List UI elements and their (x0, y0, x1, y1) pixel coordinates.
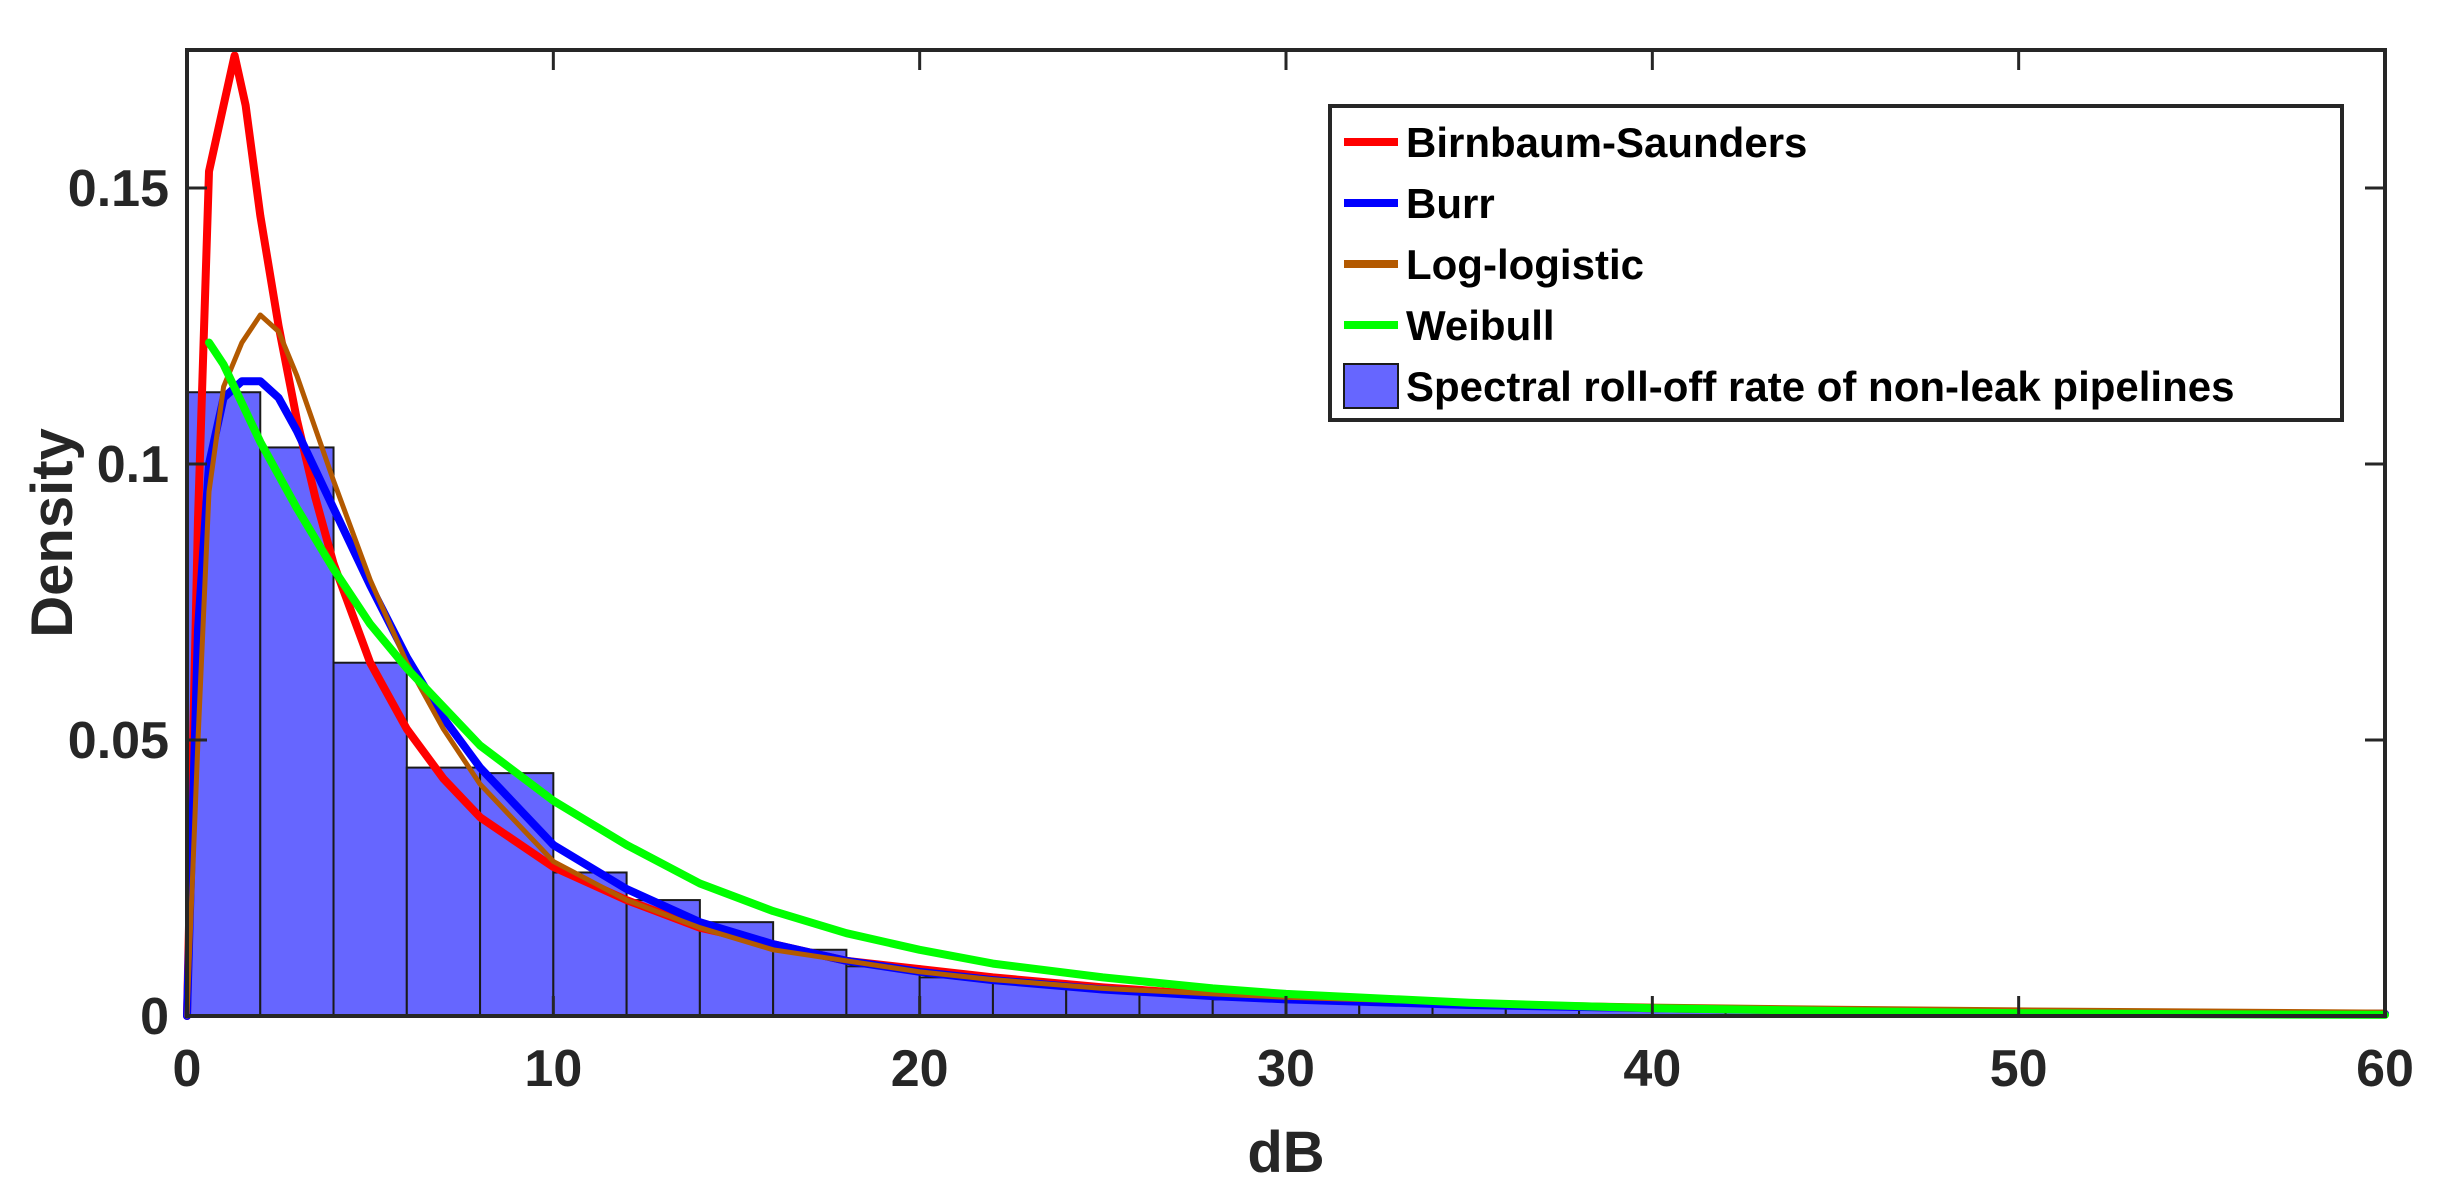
y-axis-title: Density (20, 428, 85, 638)
legend-label: Birnbaum-Saunders (1406, 119, 1807, 166)
legend-label: Burr (1406, 180, 1495, 227)
y-tick-label: 0.1 (97, 436, 169, 494)
legend-label: Log-logistic (1406, 241, 1644, 288)
histogram-bar (918, 976, 994, 1017)
y-tick-label: 0 (140, 988, 169, 1046)
x-tick-label: 10 (524, 1040, 582, 1098)
legend: Birnbaum-Saunders Burr Log-logistic Weibull… (1328, 104, 2344, 422)
legend-box (1328, 104, 2344, 422)
legend-swatch (1343, 363, 1399, 409)
x-tick-label: 20 (891, 1040, 949, 1098)
histogram-bars (186, 391, 2387, 1018)
axis-ticks: 0 10 20 30 40 50 60 0 0.05 0.1 0.15 (68, 50, 2414, 1098)
x-axis-title: dB (1247, 1120, 1324, 1185)
y-tick-label: 0.05 (68, 712, 169, 770)
x-tick-label: 50 (1990, 1040, 2048, 1098)
x-tick-label: 60 (2356, 1040, 2414, 1098)
histogram-bar (332, 661, 408, 1017)
x-tick-label: 0 (173, 1040, 202, 1098)
legend-label: Spectral roll-off rate of non-leak pipel… (1406, 363, 2234, 410)
legend-label: Weibull (1406, 302, 1555, 349)
y-tick-label: 0.15 (68, 160, 169, 218)
x-tick-label: 30 (1257, 1040, 1315, 1098)
x-tick-label: 40 (1623, 1040, 1681, 1098)
